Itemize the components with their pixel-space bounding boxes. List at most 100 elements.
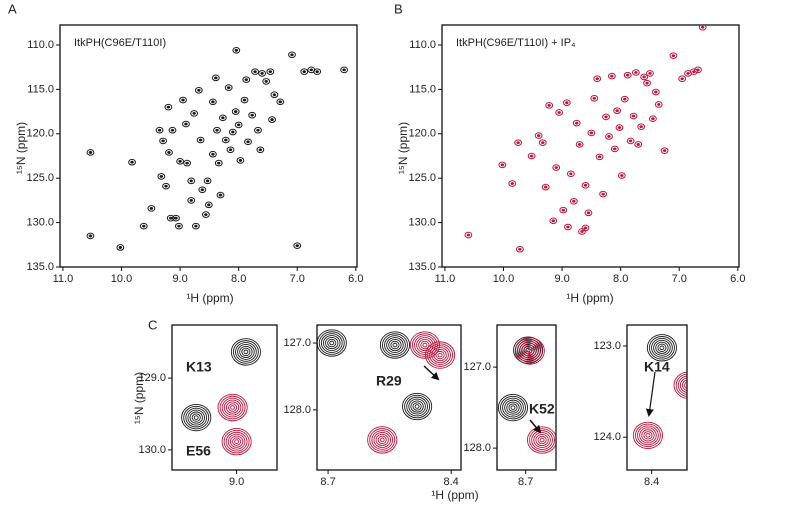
peak-contour: [116, 244, 125, 251]
peak: [584, 209, 593, 217]
peak: [214, 159, 223, 167]
peak-contour: [645, 433, 651, 438]
peak-contour: [159, 137, 168, 145]
peak: [157, 173, 166, 180]
peak-contour: [226, 146, 235, 154]
peak: [602, 113, 610, 121]
peak-core: [238, 159, 243, 162]
peak: [498, 161, 507, 169]
peak-core: [234, 110, 238, 113]
plot-frame: [171, 324, 278, 471]
peak: [258, 70, 267, 77]
peak-contour: [620, 95, 629, 103]
peak-contour: [508, 403, 518, 412]
peak-core: [258, 148, 263, 152]
peak-contour: [559, 206, 568, 214]
peak-contour: [266, 68, 275, 75]
peak-contour: [325, 336, 339, 350]
peak-contour: [228, 128, 237, 136]
peak-contour: [437, 352, 443, 358]
peak: [340, 66, 349, 74]
peak: [620, 95, 629, 103]
peak-core: [260, 72, 264, 75]
peak-contour: [518, 341, 541, 361]
y-axis-label: ¹⁵N (ppm): [396, 122, 410, 174]
peak: [516, 245, 524, 253]
peak: [242, 76, 251, 83]
peak-contour: [541, 183, 550, 191]
peak-core: [639, 125, 643, 129]
peak-contour: [581, 181, 590, 189]
peak: [300, 68, 309, 75]
peak-contour: [516, 339, 543, 363]
peak-core: [278, 100, 282, 104]
peak-contour: [232, 340, 259, 364]
peak-core: [625, 73, 630, 77]
peak-core: [342, 68, 346, 72]
peak-contour: [236, 157, 245, 164]
peak-core: [592, 96, 597, 100]
peak-core: [645, 81, 649, 85]
peak-contour: [659, 345, 665, 351]
peak-contour: [669, 52, 678, 59]
peak-contour: [194, 86, 203, 94]
peak: [640, 73, 649, 81]
peak-contour: [539, 437, 545, 443]
peak-contour: [128, 158, 136, 166]
peak-contour: [241, 347, 251, 357]
x-tick-label: 8.0: [613, 273, 628, 285]
peak: [617, 172, 626, 179]
peak: [139, 222, 148, 230]
peak-contour: [651, 337, 673, 358]
peak-contour: [641, 429, 655, 442]
peak-contour: [497, 393, 529, 422]
peak-contour: [228, 403, 238, 412]
x-tick-label: 10.0: [493, 273, 514, 285]
peak-contour: [414, 404, 420, 409]
peak-core: [205, 179, 210, 183]
y-tick-label: 130.0: [408, 217, 436, 229]
peak: [694, 66, 702, 74]
peak-core: [543, 185, 548, 189]
peak-contour: [379, 331, 410, 359]
peak-core: [315, 70, 319, 74]
peak: [234, 121, 243, 129]
peak-contour: [329, 340, 335, 346]
peak-contour: [698, 25, 707, 31]
peak-core: [215, 128, 219, 132]
peak: [224, 84, 233, 91]
peak-core: [130, 160, 134, 164]
peak-contour: [654, 101, 663, 108]
peak-core: [510, 182, 514, 185]
peak-contour: [293, 242, 302, 249]
peak-core: [159, 175, 164, 178]
peak-contour: [637, 425, 659, 446]
peak: [564, 223, 572, 231]
peak-core: [566, 225, 570, 229]
peak-core: [194, 224, 198, 228]
peak-core: [583, 183, 588, 187]
peak-contour: [234, 439, 240, 444]
peak-contour: [196, 136, 205, 144]
peak-core: [164, 184, 168, 188]
peak: [317, 329, 347, 357]
x-tick-label: 11.0: [435, 273, 456, 285]
peak: [552, 164, 561, 171]
peak-contour: [648, 115, 657, 122]
peak-contour: [392, 342, 398, 348]
peak: [172, 214, 180, 222]
y-tick-label: 125.0: [408, 172, 436, 184]
peak-contour: [631, 69, 640, 76]
peak-contour: [232, 437, 242, 446]
peak-core: [554, 166, 558, 169]
peak: [187, 177, 196, 185]
x-tick-label: 7.0: [290, 273, 305, 285]
y-tick-label: 130.0: [138, 444, 166, 456]
peak-contour: [529, 428, 556, 452]
peak-contour: [193, 415, 199, 420]
peak: [270, 91, 279, 99]
peak-core: [256, 128, 260, 132]
peak-contour: [602, 113, 610, 121]
peak-contour: [464, 231, 473, 239]
peak-contour: [646, 334, 677, 362]
